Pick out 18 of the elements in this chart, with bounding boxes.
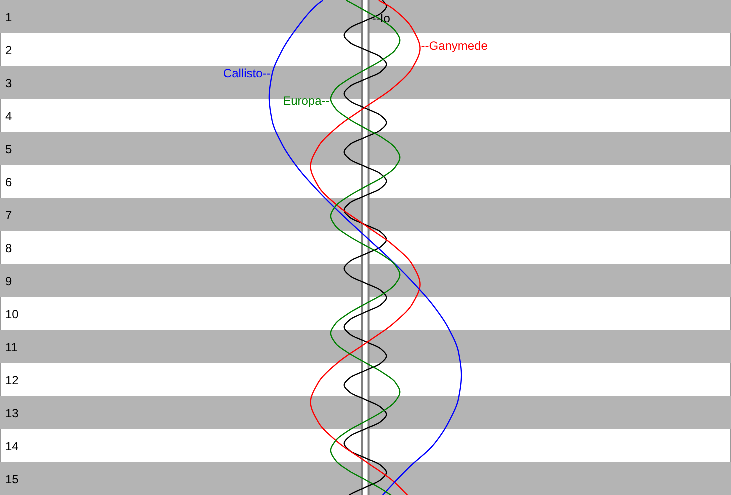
series-label: Callisto-- xyxy=(223,66,271,80)
y-tick-label: 7 xyxy=(6,208,12,222)
y-tick-label: 5 xyxy=(6,142,12,156)
y-tick-label: 6 xyxy=(6,176,12,190)
y-tick-label: 8 xyxy=(6,242,12,256)
y-tick-label: 12 xyxy=(6,374,20,388)
y-tick-label: 3 xyxy=(6,76,12,90)
y-tick-label: 2 xyxy=(6,44,12,58)
series-label: Europa-- xyxy=(283,94,330,108)
y-tick-label: 1 xyxy=(6,10,12,24)
y-tick-label: 14 xyxy=(6,440,20,454)
y-tick-label: 15 xyxy=(6,472,20,486)
y-tick-label: 9 xyxy=(6,274,12,288)
y-tick-label: 10 xyxy=(6,308,20,322)
y-tick-label: 13 xyxy=(6,406,20,420)
series-label: --Ganymede xyxy=(421,39,488,54)
y-tick-label: 11 xyxy=(6,340,18,354)
y-tick-label: 4 xyxy=(6,110,12,124)
